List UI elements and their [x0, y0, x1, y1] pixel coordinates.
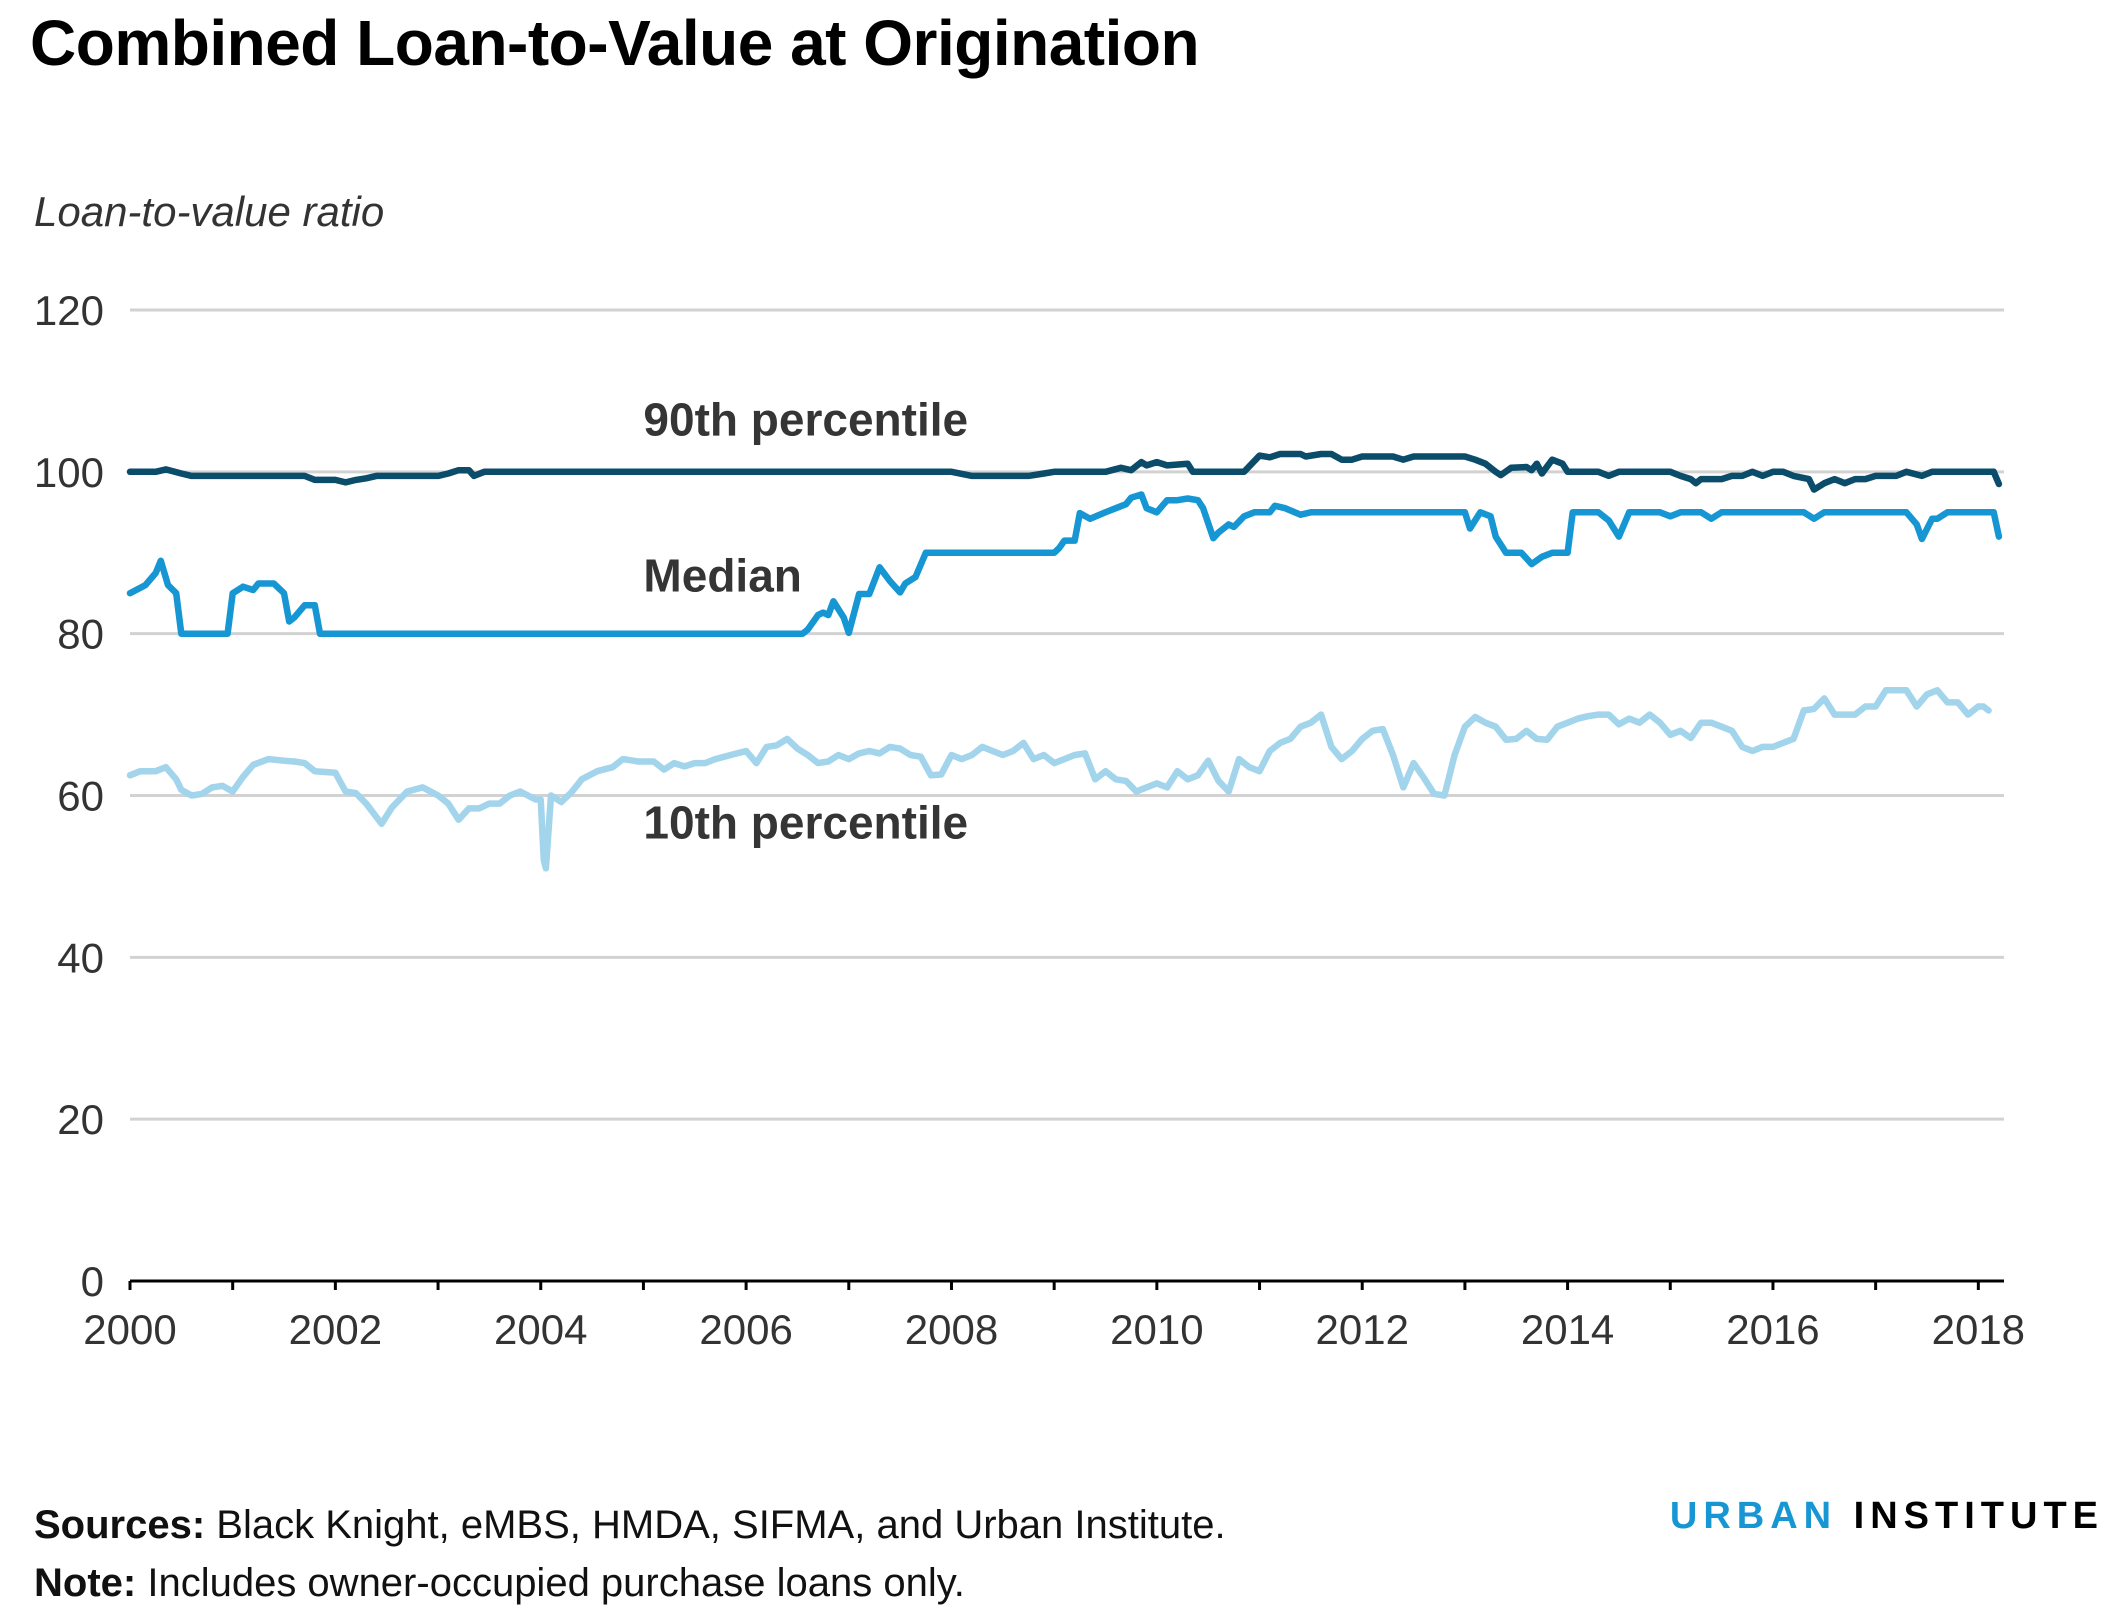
series-labels: 90th percentile Median 10th percentile [643, 393, 968, 848]
note-line: Note: Includes owner-occupied purchase l… [34, 1554, 1226, 1612]
sources-label: Sources: [34, 1503, 206, 1547]
chart-title: Combined Loan-to-Value at Origination [30, 7, 1200, 79]
logo-word-institute: INSTITUTE [1853, 1495, 2104, 1537]
y-tick-label-60: 60 [57, 773, 104, 820]
y-axis-label: Loan-to-value ratio [34, 188, 385, 235]
urban-institute-logo: URBAN INSTITUTE [1670, 1495, 2104, 1538]
logo-word-urban: URBAN [1669, 1495, 1838, 1537]
series-label-1: Median [643, 550, 801, 602]
x-tick-label-2016: 2016 [1726, 1306, 1819, 1353]
y-tick-label-80: 80 [57, 611, 104, 658]
x-tick-label-2006: 2006 [699, 1306, 792, 1353]
series-label-0: 90th percentile [643, 393, 968, 445]
y-tick-label-100: 100 [34, 449, 104, 496]
gridlines [130, 308, 2004, 1121]
series-label-2: 10th percentile [643, 796, 968, 848]
x-tick-label-2004: 2004 [494, 1306, 587, 1353]
sources-text: Black Knight, eMBS, HMDA, SIFMA, and Urb… [205, 1503, 1226, 1547]
y-tick-label-120: 120 [34, 287, 104, 334]
y-tick-label-40: 40 [57, 934, 104, 981]
series-line-90th-percentile [126, 450, 2003, 493]
x-tick-label-2010: 2010 [1110, 1306, 1203, 1353]
x-tick-label-2008: 2008 [905, 1306, 998, 1353]
y-tick-labels: 0 20 40 60 80 100 120 [34, 287, 104, 1305]
series-lines [126, 450, 2003, 872]
y-tick-label-20: 20 [57, 1096, 104, 1143]
x-tick-labels: 2000 2002 2004 2006 2008 2010 2012 2014 2016 2018 [83, 1306, 2025, 1353]
x-tick-label-2002: 2002 [289, 1306, 382, 1353]
series-line-10th-percentile [126, 687, 1992, 872]
x-tick-label-2018: 2018 [1932, 1306, 2025, 1353]
x-tick-label-2014: 2014 [1521, 1306, 1614, 1353]
note-label: Note: [34, 1561, 137, 1605]
y-tick-label-0: 0 [81, 1258, 104, 1305]
x-axis [128, 1279, 2004, 1290]
x-tick-label-2000: 2000 [83, 1306, 176, 1353]
note-text: Includes owner-occupied purchase loans o… [136, 1561, 965, 1605]
series-line-median [126, 491, 2003, 637]
footer-notes: Sources: Black Knight, eMBS, HMDA, SIFMA… [34, 1496, 1226, 1612]
sources-line: Sources: Black Knight, eMBS, HMDA, SIFMA… [34, 1496, 1226, 1554]
x-tick-label-2012: 2012 [1316, 1306, 1409, 1353]
